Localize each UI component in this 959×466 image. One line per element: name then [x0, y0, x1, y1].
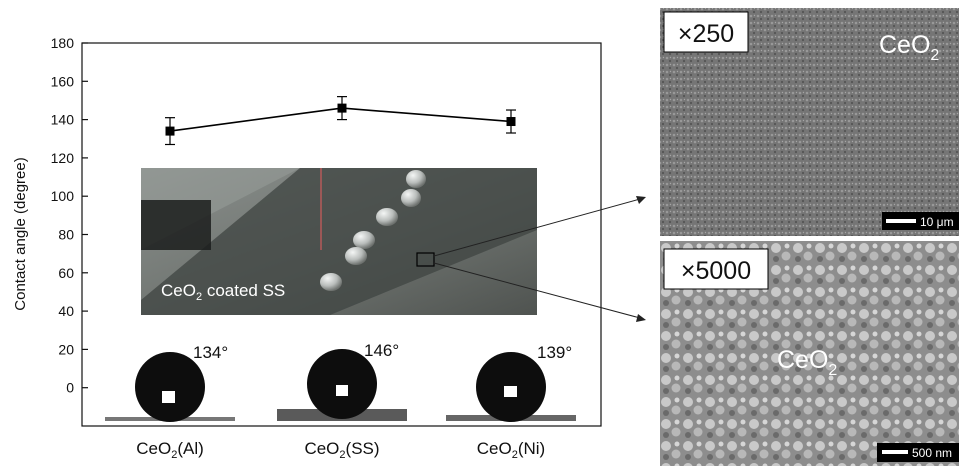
y-tick-label: 60: [58, 265, 74, 281]
x-tick-label: CeO2(SS): [304, 439, 379, 461]
sessile-drop-al: [105, 352, 235, 422]
magnification-label: ×250: [678, 20, 734, 48]
instrument-shadow: [141, 200, 211, 250]
material-label: CeO2: [777, 346, 837, 379]
x-tick-label: CeO2(Al): [136, 439, 204, 461]
droplet: [320, 273, 342, 291]
data-point: [165, 126, 175, 136]
y-tick-label: 40: [58, 303, 74, 319]
sem-image-low-mag: ×250 CeO2 10 μm: [660, 8, 959, 236]
scale-bar-label: 10 μm: [920, 215, 954, 229]
series-contact-angle: [165, 96, 516, 146]
droplet: [376, 208, 398, 226]
callout-arrows: [433, 196, 646, 322]
scale-bar-label: 500 nm: [912, 446, 952, 460]
droplet: [353, 231, 375, 249]
scale-bar-box: [877, 443, 959, 462]
y-axis-label: Contact angle (degree): [12, 157, 29, 310]
droplet: [401, 189, 421, 207]
x-tick-label: CeO2(Ni): [477, 439, 545, 461]
sessile-drop-ni: [446, 352, 576, 422]
y-tick-label: 80: [58, 227, 74, 243]
y-tick-label: 140: [51, 112, 75, 128]
droplet-angle-label: 134°: [193, 343, 228, 362]
scale-bar-box: [882, 212, 959, 230]
magnification-box: [663, 11, 749, 53]
contact-angle-chart: 0 20 40 60 80 100 120 140 160 180 Contact angle (…: [12, 35, 602, 461]
y-tick-label: 20: [58, 341, 74, 357]
inset-photo: CeO2 coated SS: [141, 168, 537, 315]
inset-photo-label: CeO2 coated SS: [161, 281, 285, 303]
y-tick-label: 160: [51, 73, 75, 89]
sem-image-high-mag: ×5000 CeO2 500 nm: [660, 241, 959, 466]
data-point: [337, 103, 347, 113]
y-tick-label: 180: [51, 35, 75, 51]
sessile-drop-ss: [277, 349, 407, 421]
y-tick-label: 120: [51, 150, 75, 166]
scale-bar: [882, 450, 908, 454]
droplet-angle-label: 146°: [364, 341, 399, 360]
droplet: [345, 247, 367, 265]
data-point: [506, 117, 516, 127]
magnification-box: [663, 248, 769, 290]
magnification-label: ×5000: [681, 257, 751, 285]
droplet: [406, 170, 426, 188]
y-tick-label: 0: [66, 380, 74, 396]
y-axis: 0 20 40 60 80 100 120 140 160 180: [51, 35, 88, 396]
x-axis: CeO2(Al) CeO2(SS) CeO2(Ni): [136, 439, 545, 461]
y-tick-label: 100: [51, 188, 75, 204]
scale-bar: [886, 219, 916, 223]
material-label: CeO2: [879, 31, 939, 64]
droplet-angle-label: 139°: [537, 343, 572, 362]
zoom-box: [416, 252, 435, 267]
